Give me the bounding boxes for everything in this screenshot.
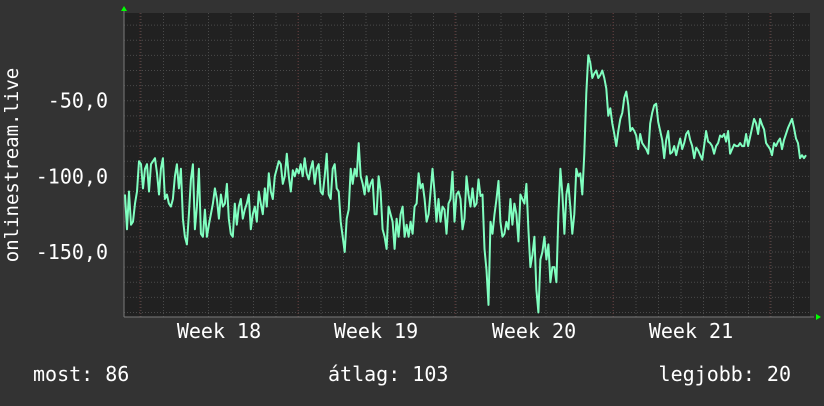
series-line — [124, 54, 807, 314]
series-layer — [124, 54, 807, 314]
x-tick-label: Week 18 — [177, 319, 261, 343]
x-tick-label: Week 20 — [492, 319, 576, 343]
x-tick-label: Week 19 — [334, 319, 418, 343]
tick-label-layer: -50,0 -100,0 -150,0 Week 18 Week 19 Week 20 We… — [36, 89, 733, 343]
stat-current: most: 86 — [33, 362, 130, 386]
grid-layer — [124, 13, 810, 317]
stat-best: legjobb: 20 — [658, 362, 791, 386]
y-axis-arrow — [121, 6, 127, 11]
plot-background — [124, 13, 810, 317]
x-tick-label: Week 21 — [649, 319, 733, 343]
y-tick-label: -150,0 — [36, 240, 108, 264]
y-tick-label: -100,0 — [36, 164, 108, 188]
axis-layer — [121, 6, 821, 320]
stat-average: átlag: 103 — [328, 362, 449, 386]
x-axis-arrow — [816, 314, 821, 320]
y-axis-title: onlinestream.live — [1, 67, 23, 263]
y-tick-label: -50,0 — [48, 89, 108, 113]
